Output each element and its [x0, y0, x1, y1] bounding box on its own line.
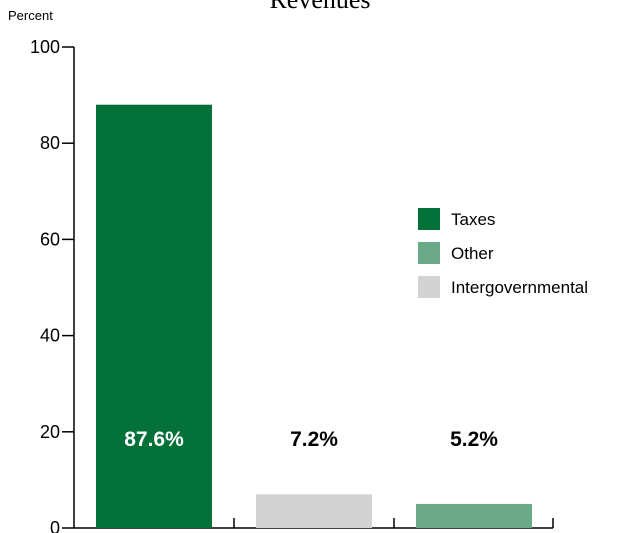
- legend-label-intergovernmental: Intergovernmental: [451, 278, 588, 297]
- data-label-other: 5.2%: [450, 428, 498, 451]
- y-tick-label: 40: [40, 326, 60, 346]
- legend: Taxes Other Intergovernmental: [418, 208, 588, 298]
- y-tick-label: 60: [40, 229, 60, 249]
- bar-intergovernmental: [256, 494, 372, 528]
- y-tick-label: 100: [30, 37, 60, 57]
- data-label-intergovernmental: 7.2%: [290, 428, 338, 451]
- legend-label-taxes: Taxes: [451, 210, 495, 229]
- legend-swatch-other: [418, 242, 440, 264]
- data-label-taxes: 87.6%: [124, 428, 184, 451]
- legend-swatch-taxes: [418, 208, 440, 230]
- y-tick-label: 80: [40, 133, 60, 153]
- y-ticks-group: 0 20 40 60 80 100: [30, 37, 74, 533]
- x-ticks-group: [233, 518, 554, 528]
- legend-label-other: Other: [451, 244, 494, 263]
- chart-title: Revenues: [269, 0, 370, 14]
- data-labels-group: 87.6% 7.2% 5.2%: [124, 428, 498, 451]
- y-tick-label: 0: [50, 518, 60, 533]
- bar-other: [416, 503, 532, 528]
- y-axis-label: Percent: [8, 8, 53, 23]
- y-tick-label: 20: [40, 422, 60, 442]
- legend-swatch-intergovernmental: [418, 276, 440, 298]
- bar-taxes: [96, 104, 212, 528]
- bars-group: [96, 104, 532, 528]
